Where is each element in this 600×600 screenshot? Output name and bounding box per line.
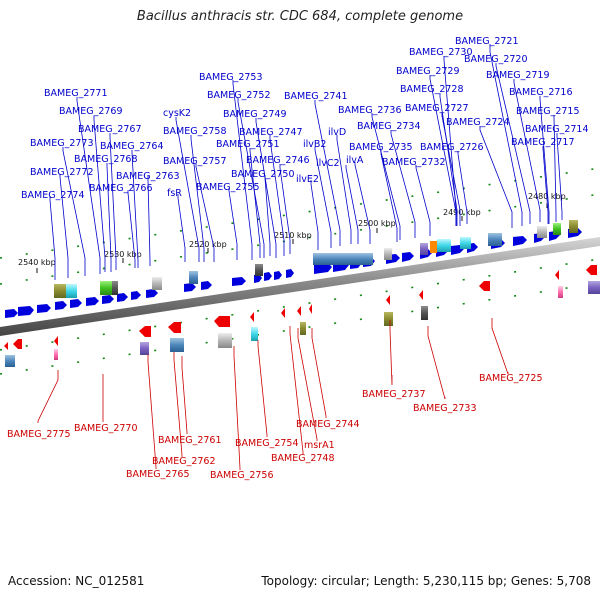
gene-label: BAMEG_2728 bbox=[400, 84, 464, 95]
gene-label: ilvA bbox=[346, 155, 364, 166]
gene-label: BAMEG_2754 bbox=[235, 438, 299, 449]
gene-label: BAMEG_2768 bbox=[74, 154, 138, 165]
gene-label: BAMEG_2749 bbox=[223, 109, 287, 120]
tick-label: 2510 kbp bbox=[274, 231, 312, 240]
gene-label: BAMEG_2765 bbox=[126, 469, 190, 480]
gene-label: BAMEG_2767 bbox=[78, 124, 142, 135]
gene-label: BAMEG_2772 bbox=[30, 167, 94, 178]
tick-label: 2530 kbp bbox=[104, 250, 142, 259]
gene-label: cysK2 bbox=[163, 108, 191, 119]
reverse-gene-labels: BAMEG_2737 BAMEG_2725 BAMEG_2733 BAMEG_2… bbox=[7, 373, 543, 481]
gene-label: BAMEG_2756 bbox=[210, 470, 274, 481]
genome-backbone bbox=[0, 237, 600, 336]
accession-footer: Accession: NC_012581 bbox=[8, 574, 145, 588]
forward-gene-labels: BAMEG_2721 BAMEG_2730 BAMEG_2720 BAMEG_2… bbox=[21, 36, 589, 201]
gene-label: fsR bbox=[167, 188, 182, 199]
gene-label: ilvB2 bbox=[303, 139, 326, 150]
gene-label: BAMEG_2721 bbox=[455, 36, 519, 47]
gene-label: BAMEG_2775 bbox=[7, 429, 71, 440]
gene-label: BAMEG_2730 bbox=[409, 47, 473, 58]
gene-label: BAMEG_2736 bbox=[338, 105, 402, 116]
tick-label: 2500 kbp bbox=[358, 219, 396, 228]
gene-label: BAMEG_2753 bbox=[199, 72, 263, 83]
gene-label: ilvD bbox=[328, 127, 346, 138]
tick-label: 2540 kbp bbox=[18, 258, 56, 267]
gene-label: BAMEG_2724 bbox=[446, 117, 510, 128]
gene-label: BAMEG_2744 bbox=[296, 419, 360, 430]
tick-label: 2490 kbp bbox=[443, 208, 481, 217]
tick-label: 2520 kbp bbox=[189, 240, 227, 249]
gene-label: BAMEG_2769 bbox=[59, 106, 123, 117]
gene-label: BAMEG_2746 bbox=[246, 155, 310, 166]
gene-label: BAMEG_2732 bbox=[382, 157, 446, 168]
gene-label: BAMEG_2725 bbox=[479, 373, 543, 384]
forward-blocks bbox=[54, 220, 578, 298]
gene-label: BAMEG_2752 bbox=[207, 90, 271, 101]
gene-label: BAMEG_2734 bbox=[357, 121, 421, 132]
gene-label: ilvC2 bbox=[316, 158, 340, 169]
reverse-blocks bbox=[5, 281, 600, 367]
gene-label: BAMEG_2761 bbox=[158, 435, 222, 446]
gene-label: BAMEG_2720 bbox=[464, 54, 528, 65]
gene-label: BAMEG_2715 bbox=[516, 106, 580, 117]
gene-label: BAMEG_2733 bbox=[413, 403, 477, 414]
gene-label: BAMEG_2750 bbox=[231, 169, 295, 180]
gene-label: BAMEG_2716 bbox=[509, 87, 573, 98]
gene-label: BAMEG_2735 bbox=[349, 142, 413, 153]
gene-label: BAMEG_2717 bbox=[511, 137, 575, 148]
gene-label: msrA1 bbox=[304, 440, 335, 451]
gene-label: BAMEG_2757 bbox=[163, 156, 227, 167]
gene-label: BAMEG_2719 bbox=[486, 70, 550, 81]
gene-label: BAMEG_2748 bbox=[271, 453, 335, 464]
gene-label: BAMEG_2729 bbox=[396, 66, 460, 77]
forward-leaders bbox=[49, 44, 563, 280]
gene-label: BAMEG_2751 bbox=[216, 139, 280, 150]
reverse-genes bbox=[4, 265, 597, 350]
gene-label: BAMEG_2727 bbox=[405, 103, 469, 114]
gene-label: BAMEG_2763 bbox=[116, 171, 180, 182]
gene-label: BAMEG_2737 bbox=[362, 389, 426, 400]
gene-label: BAMEG_2766 bbox=[89, 183, 153, 194]
gene-label: ilvE2 bbox=[296, 174, 319, 185]
forward-genes bbox=[5, 228, 582, 318]
gene-label: BAMEG_2747 bbox=[239, 127, 303, 138]
reverse-leaders bbox=[37, 318, 509, 470]
gene-label: BAMEG_2762 bbox=[152, 456, 216, 467]
gene-label: BAMEG_2764 bbox=[100, 141, 164, 152]
map-title: Bacillus anthracis str. CDC 684, complet… bbox=[136, 9, 464, 24]
gene-label: BAMEG_2774 bbox=[21, 190, 85, 201]
gene-label: BAMEG_2755 bbox=[196, 182, 260, 193]
gene-label: BAMEG_2770 bbox=[74, 423, 138, 434]
gene-label: BAMEG_2726 bbox=[420, 142, 484, 153]
gene-label: BAMEG_2741 bbox=[284, 91, 348, 102]
gene-label: BAMEG_2758 bbox=[163, 126, 227, 137]
gene-label: BAMEG_2771 bbox=[44, 88, 108, 99]
topology-footer: Topology: circular; Length: 5,230,115 bp… bbox=[261, 574, 591, 588]
gene-label: BAMEG_2773 bbox=[30, 138, 94, 149]
track-guides bbox=[0, 167, 600, 375]
gene-label: BAMEG_2714 bbox=[525, 124, 589, 135]
